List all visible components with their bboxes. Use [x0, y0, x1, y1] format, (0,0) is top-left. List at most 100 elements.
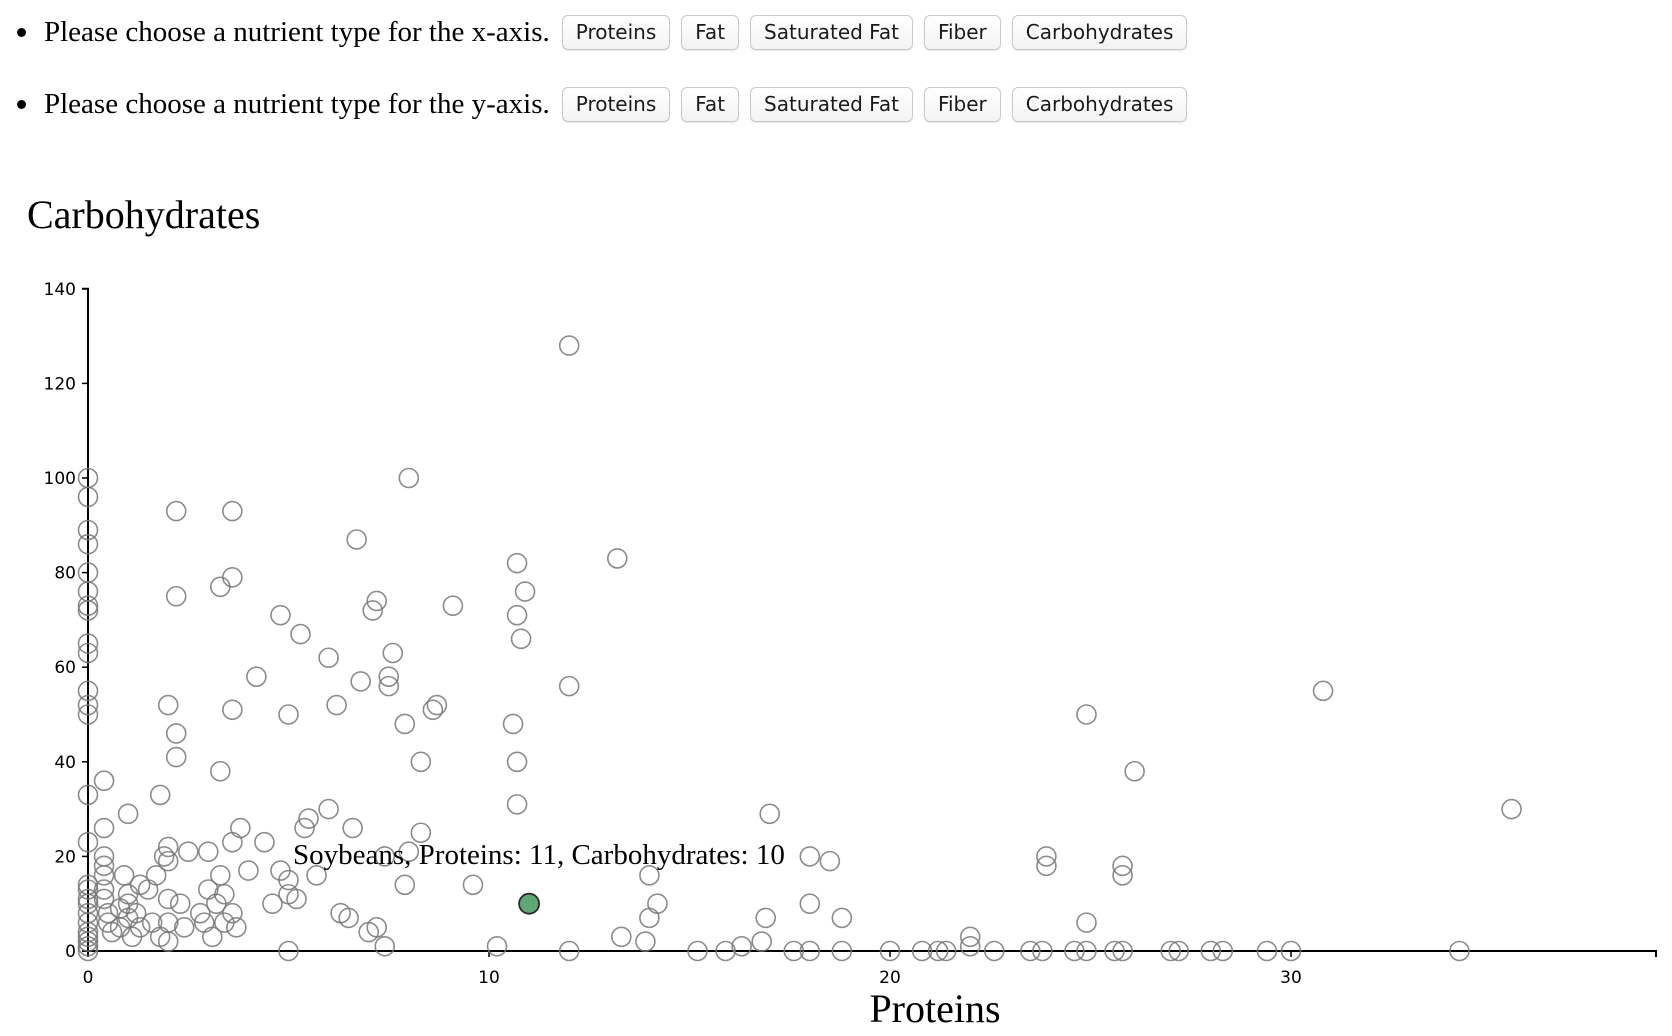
data-point — [378, 675, 400, 697]
data-point — [362, 600, 384, 621]
data-point — [346, 529, 367, 550]
data-point — [77, 931, 99, 952]
data-point — [506, 552, 528, 574]
x-axis-option-saturated-fat[interactable]: Saturated Fat — [750, 14, 913, 50]
data-point — [149, 784, 171, 806]
y-axis-selector: Please choose a nutrient type for the y-… — [0, 84, 1198, 124]
data-point — [374, 846, 396, 867]
data-point — [246, 666, 267, 687]
data-point — [77, 704, 99, 725]
data-point — [759, 803, 781, 825]
data-point — [157, 931, 179, 952]
data-point — [198, 841, 219, 862]
data-point — [1501, 798, 1522, 820]
y-axis-option-fat[interactable]: Fat — [681, 86, 740, 122]
y-tick-label: 40 — [54, 753, 76, 773]
y-axis-option-carbohydrates[interactable]: Carbohydrates — [1011, 86, 1188, 122]
data-point — [306, 865, 327, 886]
data-point — [635, 931, 656, 952]
x-axis: 0 10 20 30 — [83, 950, 1657, 988]
data-point — [382, 642, 404, 664]
data-point — [462, 874, 484, 896]
data-point — [153, 846, 175, 867]
data-point — [157, 836, 179, 858]
data-point — [173, 917, 195, 938]
x-axis-option-fat[interactable]: Fat — [681, 14, 740, 50]
data-point — [202, 926, 223, 948]
data-point — [1312, 680, 1334, 702]
data-point — [77, 831, 99, 853]
data-point — [1076, 704, 1097, 725]
data-point — [278, 704, 299, 725]
data-point — [165, 500, 187, 522]
data-point — [831, 940, 853, 962]
data-point — [1160, 940, 1181, 962]
x-axis-option-carbohydrates[interactable]: Carbohydrates — [1011, 14, 1188, 50]
x-tick: 30 — [1280, 951, 1302, 988]
data-point — [77, 533, 99, 555]
x-axis-option-fiber[interactable]: Fiber — [923, 14, 1001, 50]
data-point — [294, 817, 315, 839]
x-axis-option-proteins[interactable]: Proteins — [561, 14, 671, 50]
data-point — [222, 500, 243, 522]
data-point — [318, 798, 339, 820]
y-axis-option-proteins[interactable]: Proteins — [561, 86, 671, 122]
x-tick-label: 10 — [478, 968, 500, 988]
data-point — [502, 713, 524, 735]
data-point — [165, 585, 187, 607]
highlight-group: Soybeans, Proteins: 11, Carbohydrates: 1… — [293, 839, 785, 915]
data-point — [262, 893, 283, 915]
data-point — [422, 699, 444, 721]
data-point — [77, 519, 99, 541]
data-point — [1112, 940, 1133, 962]
data-point — [442, 595, 464, 617]
data-point — [77, 600, 99, 621]
y-tick-label: 100 — [44, 469, 76, 489]
x-tick: 20 — [879, 951, 901, 988]
data-point — [222, 831, 243, 853]
data-point — [210, 865, 231, 886]
data-point — [1168, 940, 1190, 962]
data-point — [157, 850, 179, 872]
data-point — [558, 940, 580, 962]
data-point — [77, 888, 99, 910]
data-point — [222, 902, 243, 924]
data-point — [93, 770, 115, 792]
y-tick: 40 — [54, 753, 88, 773]
data-point — [799, 940, 821, 962]
data-point — [298, 808, 319, 829]
data-point — [1200, 940, 1222, 962]
data-point — [226, 917, 247, 938]
data-point — [506, 604, 528, 626]
data-point — [687, 940, 708, 962]
y-tick-label: 120 — [44, 374, 76, 394]
data-point — [77, 694, 99, 716]
data-point — [210, 576, 231, 598]
data-point — [514, 581, 536, 602]
data-point — [607, 548, 628, 569]
data-point — [1104, 940, 1125, 962]
data-point — [959, 935, 981, 957]
x-axis-prompt: Please choose a nutrient type for the x-… — [44, 15, 550, 48]
y-axis-option-fiber[interactable]: Fiber — [923, 86, 1001, 122]
data-point — [326, 694, 347, 716]
data-point — [93, 817, 115, 839]
data-point — [366, 590, 388, 612]
y-tick: 140 — [44, 280, 88, 300]
data-point — [77, 595, 99, 617]
data-point — [410, 822, 432, 844]
data-point — [783, 940, 805, 962]
data-point — [254, 831, 275, 853]
bullet-icon — [17, 27, 26, 37]
data-point — [799, 846, 821, 867]
data-point — [222, 699, 243, 721]
data-point — [1076, 912, 1097, 933]
y-axis-option-saturated-fat[interactable]: Saturated Fat — [750, 86, 913, 122]
data-point — [366, 917, 388, 938]
data-point — [1112, 865, 1133, 886]
data-point — [93, 855, 115, 877]
data-point — [77, 940, 99, 962]
data-point — [1036, 846, 1057, 867]
data-point — [506, 794, 528, 815]
y-axis-title: Carbohydrates — [27, 192, 260, 237]
